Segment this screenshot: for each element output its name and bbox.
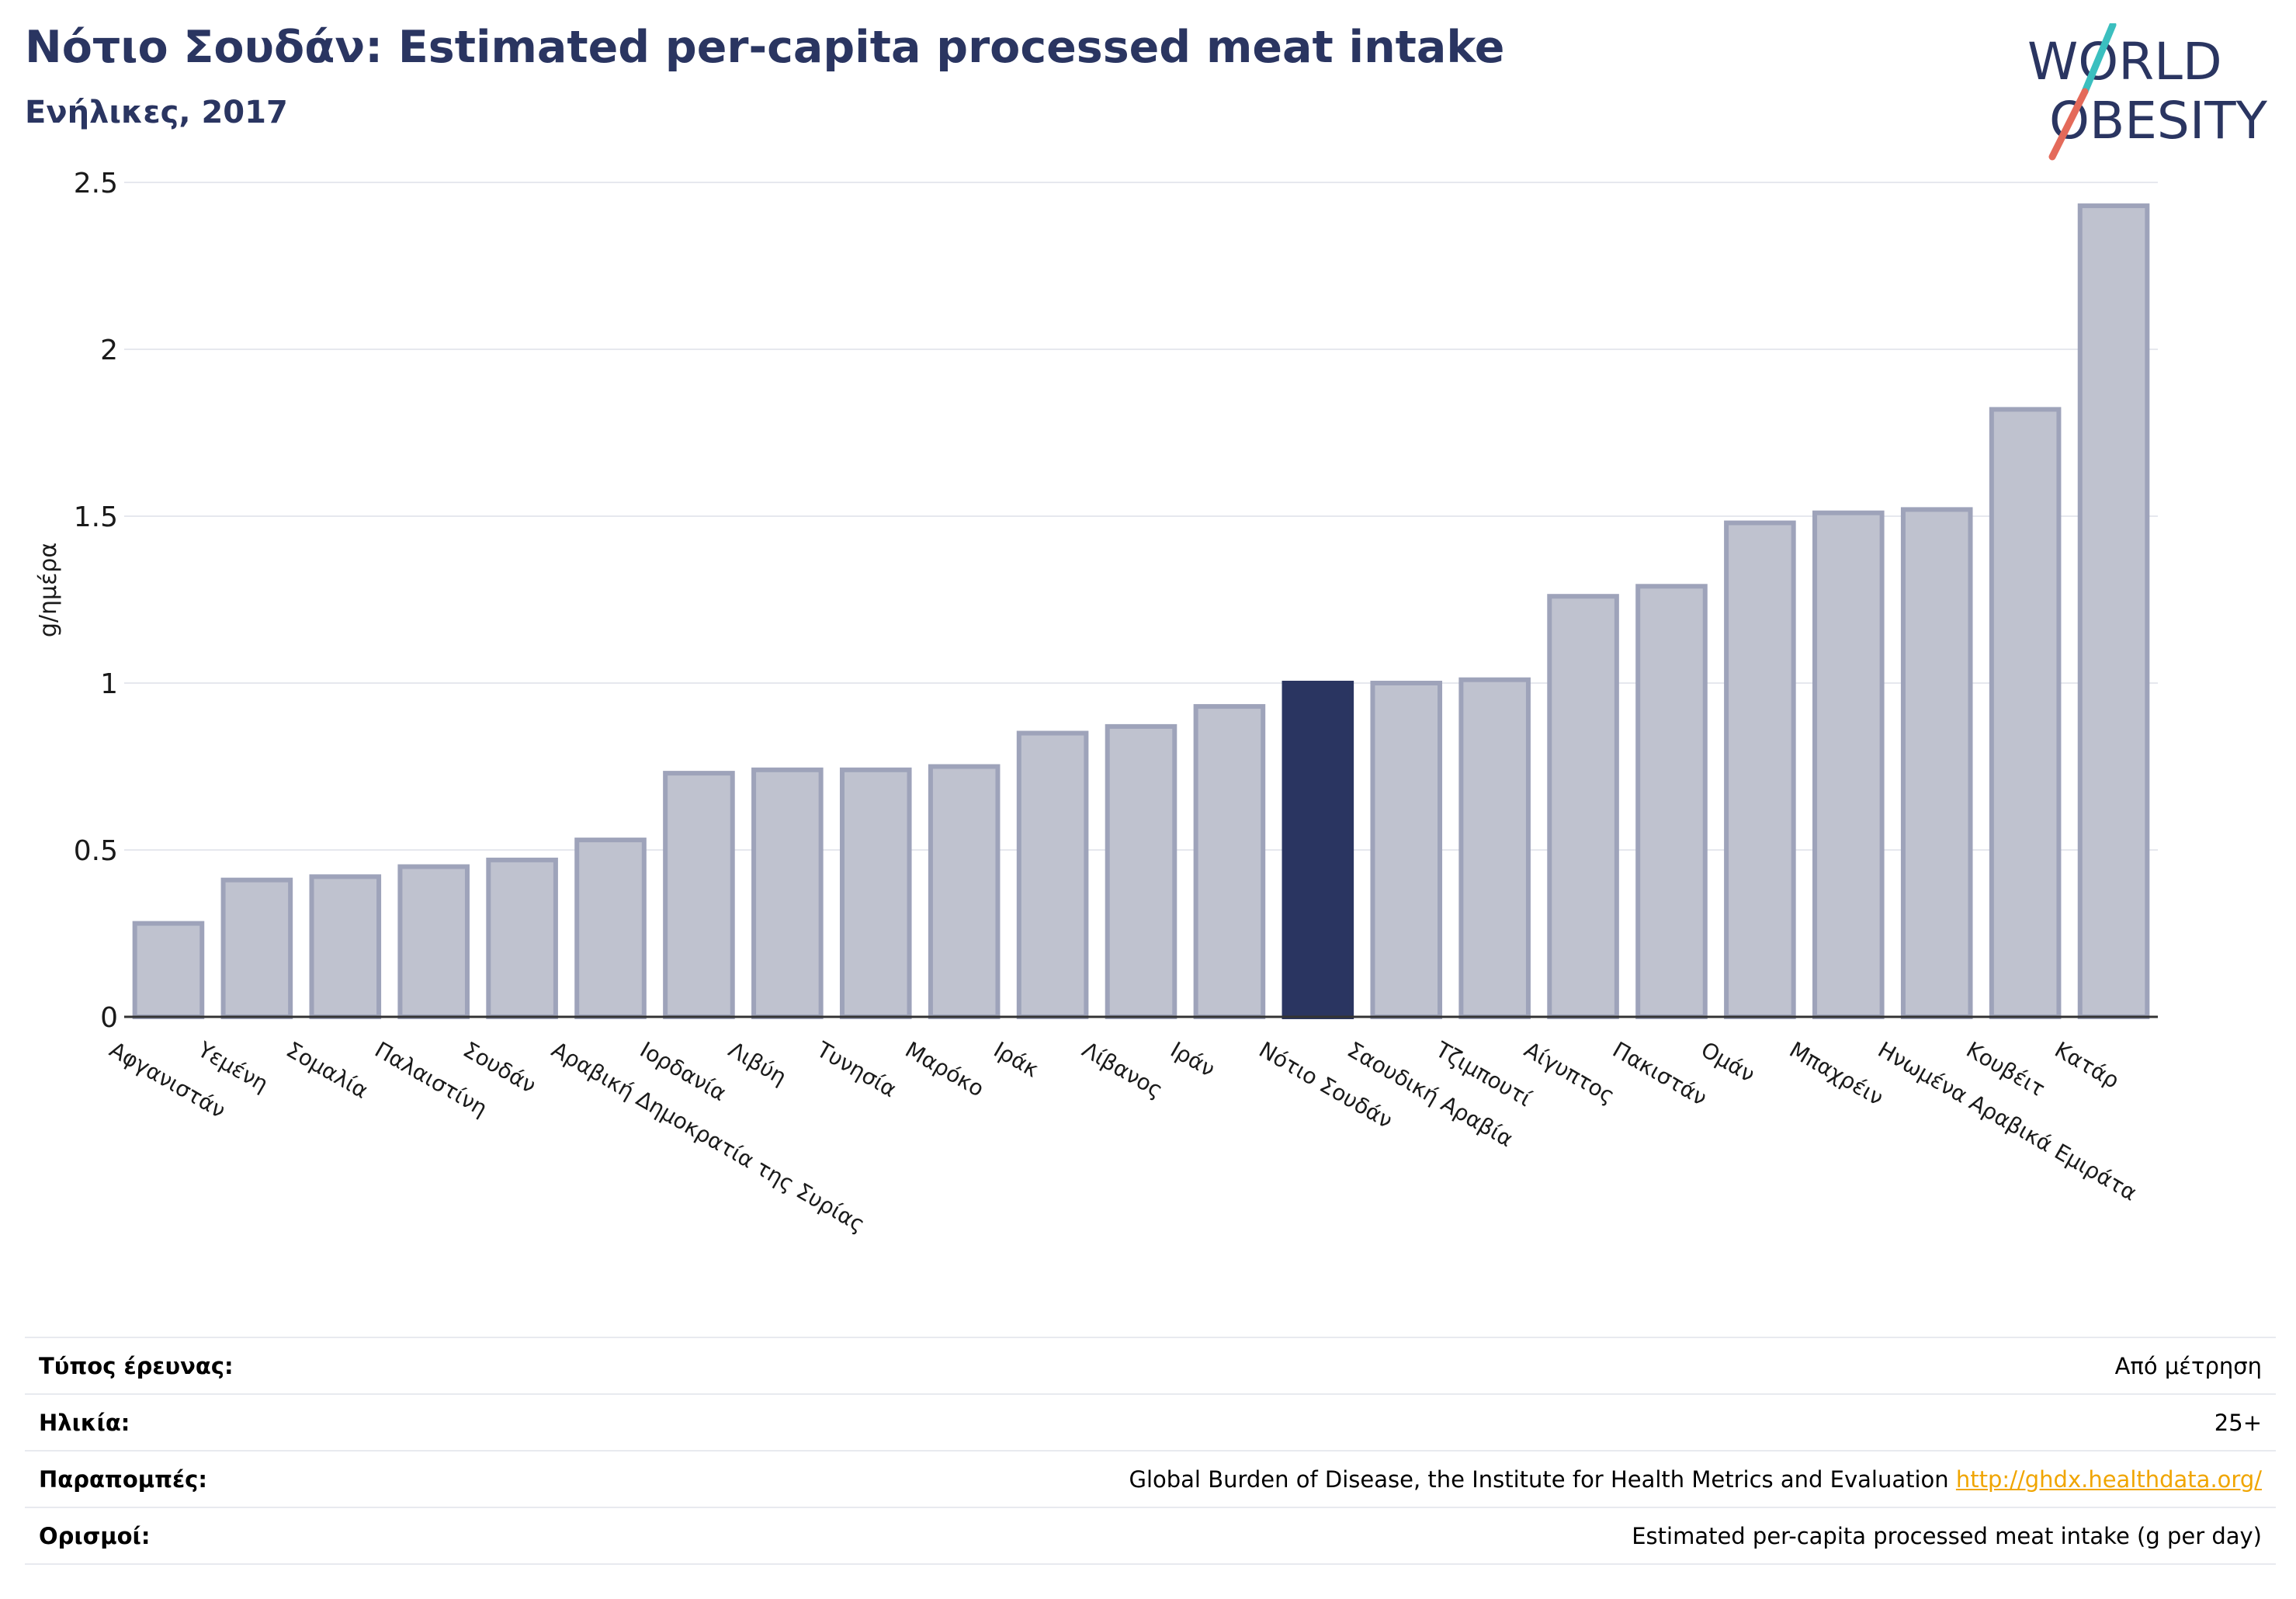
bar xyxy=(1282,681,1354,1019)
bar xyxy=(751,767,824,1019)
bar xyxy=(1547,594,1619,1019)
info-row-survey-type: Τύπος έρευνας: Από μέτρηση xyxy=(25,1337,2276,1394)
x-tick-label: Πακιστάν xyxy=(1608,1036,1712,1111)
bar xyxy=(1635,584,1708,1019)
y-axis-label: g/ημέρα xyxy=(35,543,62,637)
info-value: Από μέτρηση xyxy=(387,1337,2276,1394)
x-tick-label: Σομαλία xyxy=(282,1036,373,1103)
bar xyxy=(928,764,1001,1019)
x-tick-label: Μπαχρέιν xyxy=(1785,1036,1888,1110)
x-tick-label: Σαουδική Αραβία xyxy=(1343,1036,1517,1152)
bar xyxy=(2077,203,2150,1020)
bar xyxy=(1370,681,1443,1019)
chart-title: Νότιο Σουδάν: Estimated per-capita proce… xyxy=(25,22,1505,73)
info-value-references: Global Burden of Disease, the Institute … xyxy=(387,1450,2276,1507)
y-axis-ticks: 0 0.5 1 1.5 2 2.5 xyxy=(74,168,118,1034)
info-value: Estimated per-capita processed meat inta… xyxy=(387,1507,2276,1565)
x-tick-label: Ιράν xyxy=(1166,1036,1219,1082)
info-key: Τύπος έρευνας: xyxy=(25,1337,387,1394)
bar xyxy=(1105,723,1177,1020)
reference-text: Global Burden of Disease, the Institute … xyxy=(1129,1465,1949,1493)
bar xyxy=(220,877,293,1019)
chart-subtitle: Ενήλικες, 2017 xyxy=(25,95,288,130)
y-tick-label: 2 xyxy=(100,335,118,366)
x-tick-label: Λίβανος xyxy=(1078,1036,1167,1103)
info-key: Παραπομπές: xyxy=(25,1450,387,1507)
bar xyxy=(397,864,470,1019)
x-tick-label: Λιβύη xyxy=(724,1036,791,1090)
info-row-definitions: Ορισμοί: Estimated per-capita processed … xyxy=(25,1507,2276,1565)
y-tick-label: 1.5 xyxy=(74,501,118,533)
info-key: Ηλικία: xyxy=(25,1393,387,1451)
bar xyxy=(1900,507,1973,1019)
logo-slash-teal xyxy=(2081,23,2117,95)
x-tick-label: Μαρόκο xyxy=(901,1036,989,1101)
bar xyxy=(1016,730,1089,1019)
info-table: Τύπος έρευνας: Από μέτρηση Ηλικία: 25+ Π… xyxy=(25,1337,2276,1565)
bar xyxy=(1193,704,1266,1019)
y-tick-label: 2.5 xyxy=(74,168,118,199)
info-row-references: Παραπομπές: Global Burden of Disease, th… xyxy=(25,1450,2276,1507)
y-tick-label: 0 xyxy=(100,1002,118,1034)
bar xyxy=(486,857,558,1020)
x-tick-label: Τυνησία xyxy=(812,1036,901,1102)
bar xyxy=(1812,510,1885,1019)
bar xyxy=(309,874,382,1020)
x-tick-label: Αίγυπτος xyxy=(1520,1036,1619,1108)
bar xyxy=(663,771,735,1019)
x-tick-label: Κατάρ xyxy=(2051,1036,2124,1094)
bar xyxy=(574,838,647,1019)
bar xyxy=(132,921,205,1019)
logo-slash-coral xyxy=(2048,88,2089,161)
x-tick-label: Ομάν xyxy=(1697,1036,1760,1087)
bar xyxy=(1989,407,2062,1019)
info-key: Ορισμοί: xyxy=(25,1507,387,1565)
y-tick-label: 1 xyxy=(100,668,118,700)
logo-line1: WORLD xyxy=(2027,32,2222,92)
logo-line2: OBESITY xyxy=(2049,91,2268,151)
info-row-age: Ηλικία: 25+ xyxy=(25,1393,2276,1451)
x-tick-label: Ιράκ xyxy=(990,1036,1043,1082)
bar xyxy=(1458,677,1531,1019)
info-value: 25+ xyxy=(387,1393,2276,1451)
bar xyxy=(839,767,912,1019)
y-tick-label: 0.5 xyxy=(74,835,118,867)
world-obesity-logo: WORLD OBESITY xyxy=(2027,23,2268,161)
bars xyxy=(132,203,2150,1020)
reference-link[interactable]: http://ghdx.healthdata.org/ xyxy=(1955,1465,2262,1493)
x-tick-label: Αραβική Δημοκρατία της Συρίας xyxy=(547,1036,869,1237)
bar xyxy=(1724,520,1796,1019)
